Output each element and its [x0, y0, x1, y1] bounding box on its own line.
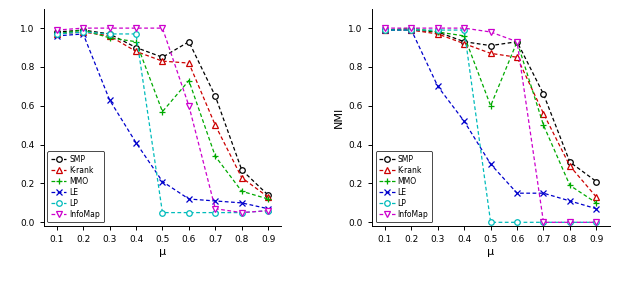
Legend: SMP, K-rank, MMO, LE, LP, InfoMap: SMP, K-rank, MMO, LE, LP, InfoMap: [47, 151, 104, 222]
Legend: SMP, K-rank, MMO, LE, LP, InfoMap: SMP, K-rank, MMO, LE, LP, InfoMap: [376, 151, 432, 222]
Y-axis label: NMI: NMI: [334, 107, 344, 128]
X-axis label: μ: μ: [159, 247, 166, 257]
X-axis label: μ: μ: [487, 247, 494, 257]
